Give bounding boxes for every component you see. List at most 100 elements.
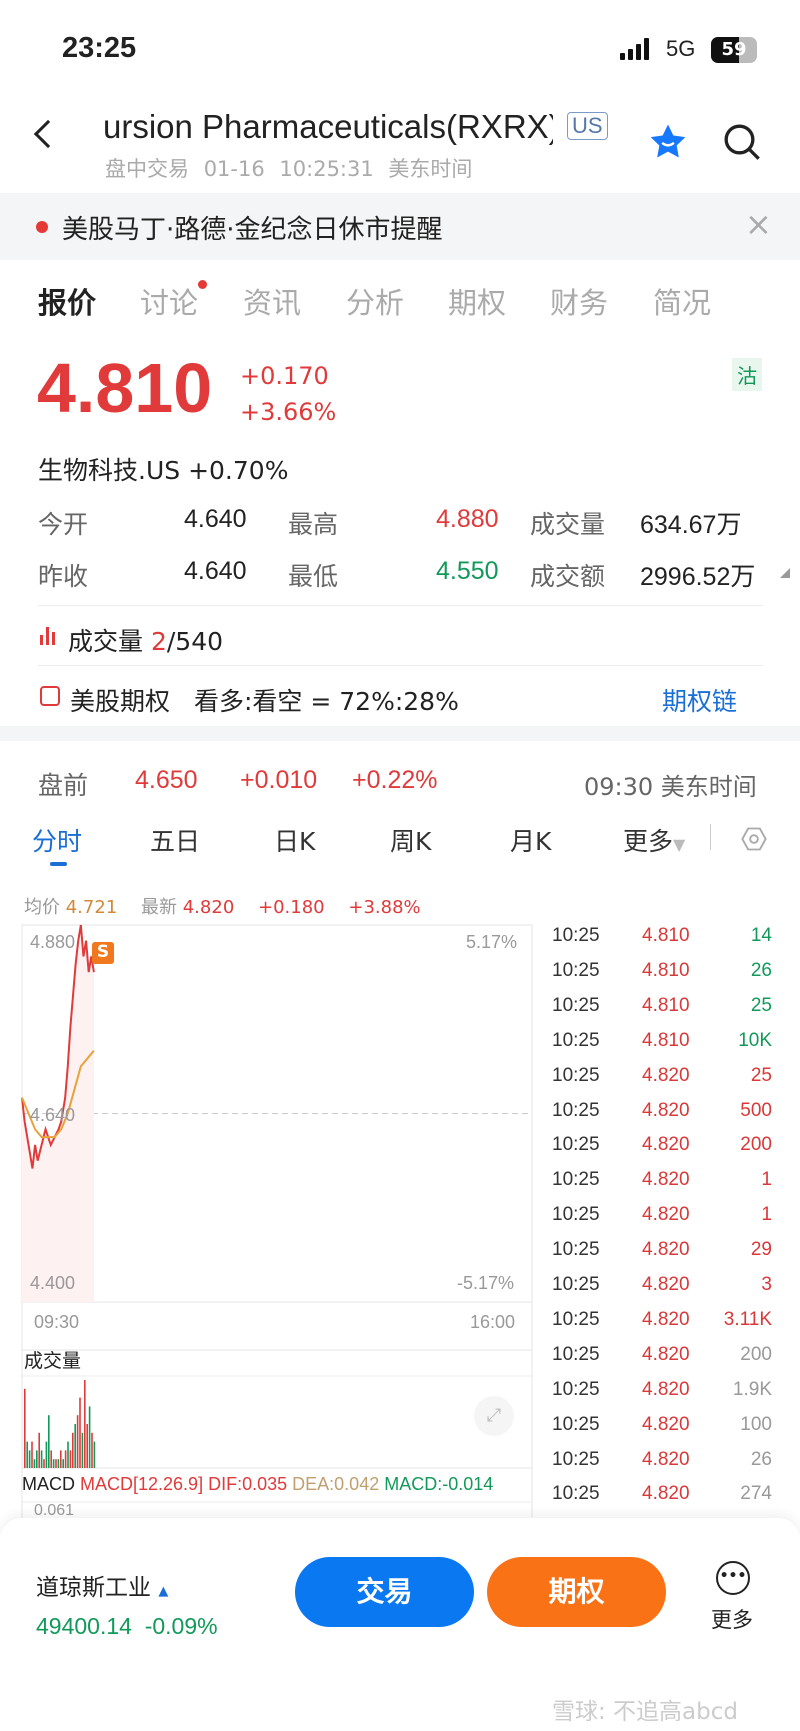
volume-bar: [79, 1397, 81, 1468]
volume-rank[interactable]: 成交量 2/540: [68, 622, 223, 658]
trade-volume: 29: [750, 1239, 772, 1261]
chart-tab-daily[interactable]: 日K: [274, 822, 315, 858]
trade-volume: 26: [750, 1448, 772, 1470]
status-time: 23:25: [62, 32, 137, 64]
notification-dot: [198, 280, 208, 289]
trade-time: 10:25: [552, 1239, 600, 1261]
trade-volume: 1: [761, 1204, 772, 1226]
sector[interactable]: 生物科技.US +0.70%: [38, 451, 288, 487]
divider: [38, 605, 763, 606]
macd-value: MACD:-0.014: [384, 1474, 494, 1494]
bull-bear-ratio: 看多:看空 = 72%:28%: [194, 687, 459, 716]
tab-options[interactable]: 期权: [448, 280, 506, 322]
chart-tab-weekly[interactable]: 周K: [390, 822, 431, 858]
macd-label: MACD: [22, 1474, 75, 1494]
time: 10:25:31: [279, 157, 374, 181]
option-chain-link[interactable]: 期权链: [662, 687, 738, 716]
expand-icon[interactable]: [780, 568, 790, 578]
volume-bar: [69, 1450, 72, 1468]
intraday-chart[interactable]: [0, 0, 540, 1520]
trade-volume: 3: [761, 1274, 772, 1295]
trade-time: 10:25: [552, 959, 600, 981]
trade-row: 10:25 4.820 25: [552, 1065, 772, 1100]
tab-label: 五日: [150, 827, 201, 856]
trade-time: 10:25: [552, 1134, 600, 1156]
volume-bar: [67, 1441, 69, 1468]
rank-label: 成交量: [68, 627, 144, 656]
trade-row: 10:25 4.810 10K: [552, 1030, 772, 1065]
volume-bar: [86, 1424, 88, 1468]
tab-financials[interactable]: 财务: [550, 280, 608, 322]
trade-price: 4.820: [642, 1308, 690, 1330]
tab-discussion[interactable]: 讨论: [140, 280, 208, 322]
up-arrow-icon: ▲: [158, 1584, 169, 1599]
tab-profile[interactable]: 简况: [653, 280, 711, 322]
amount-value: 2996.52万: [640, 563, 756, 591]
battery-icon: 59: [711, 37, 757, 63]
fullscreen-icon[interactable]: ⤢: [474, 1396, 514, 1436]
chart-tab-5day[interactable]: 五日: [150, 822, 200, 858]
more-label[interactable]: 更多: [711, 1608, 753, 1632]
close-icon[interactable]: ×: [745, 205, 772, 243]
trade-volume: 100: [740, 1413, 772, 1435]
trade-volume: 26: [750, 959, 772, 981]
tab-quote[interactable]: 报价: [38, 280, 96, 322]
alert-dot: [36, 221, 48, 233]
y-tick-high: 4.880: [30, 932, 76, 952]
x-tick-end: 16:00: [470, 1312, 516, 1332]
trade-row: 10:25 4.810 14: [552, 925, 772, 960]
trade-price: 4.820: [642, 1064, 690, 1086]
section-gap: [0, 726, 800, 741]
chart-info: 均价 4.721 最新 4.820 +0.180 +3.88%: [24, 893, 421, 919]
trade-time: 10:25: [552, 1204, 600, 1226]
holiday-banner[interactable]: 美股马丁·路德·金纪念日休市提醒 ×: [0, 193, 800, 260]
tab-news[interactable]: 资讯: [243, 280, 301, 322]
tab-label: 期权: [448, 286, 507, 320]
tab-label: 更多: [623, 827, 674, 856]
trade-row: 10:25 4.820 274: [552, 1483, 772, 1518]
y-right-tick-high: 5.17%: [466, 932, 518, 952]
chart-tab-more[interactable]: 更多▼: [623, 822, 685, 858]
volume-bar: [60, 1450, 62, 1468]
chart-tab-intraday[interactable]: 分时: [32, 822, 82, 858]
search-icon[interactable]: [722, 122, 762, 162]
volume-bar: [62, 1459, 64, 1468]
settings-icon[interactable]: [740, 825, 768, 853]
tab-label: 周K: [390, 827, 432, 856]
volume-bar: [31, 1441, 33, 1468]
prev-close-label: 昨收: [38, 562, 89, 591]
volume-label: 成交量: [530, 510, 606, 539]
trade-price: 4.820: [642, 1448, 690, 1470]
trade-time: 10:25: [552, 1274, 600, 1295]
chart-tab-monthly[interactable]: 月K: [510, 822, 551, 858]
volume-bar: [50, 1450, 52, 1468]
x-tick-start: 09:30: [34, 1312, 80, 1332]
more-icon[interactable]: •••: [716, 1561, 750, 1595]
macd-tick: 0.061: [34, 1502, 75, 1519]
volume-bar: [81, 1432, 84, 1468]
short-tag: 沽: [732, 358, 762, 391]
price-change-pct: +3.66%: [240, 398, 337, 426]
high-value: 4.880: [436, 505, 499, 533]
volume-bar: [93, 1441, 96, 1468]
volume-bar: [40, 1450, 43, 1468]
premarket-change: +0.010: [240, 766, 318, 794]
trade-volume: 500: [740, 1099, 772, 1121]
trade-price: 4.810: [642, 925, 690, 946]
index-change: -0.09%: [144, 1613, 218, 1639]
index-name[interactable]: 道琼斯工业 ▲: [36, 1568, 168, 1602]
volume-bar: [26, 1441, 28, 1468]
sell-marker-icon[interactable]: S: [92, 942, 114, 964]
low-label: 最低: [288, 562, 339, 591]
trade-price: 4.820: [642, 1413, 690, 1435]
volume-bar: [24, 1388, 26, 1468]
trade-volume: 1: [761, 1169, 772, 1191]
dropdown-icon: ▼: [673, 835, 686, 854]
favorite-star-icon[interactable]: [648, 122, 688, 162]
tab-analysis[interactable]: 分析: [346, 280, 404, 322]
bar-chart-icon: [40, 627, 55, 645]
options-label: 美股期权: [70, 687, 171, 716]
trade-price: 4.820: [642, 1343, 690, 1365]
trade-button[interactable]: 交易: [295, 1557, 474, 1627]
options-button[interactable]: 期权: [487, 1557, 666, 1627]
